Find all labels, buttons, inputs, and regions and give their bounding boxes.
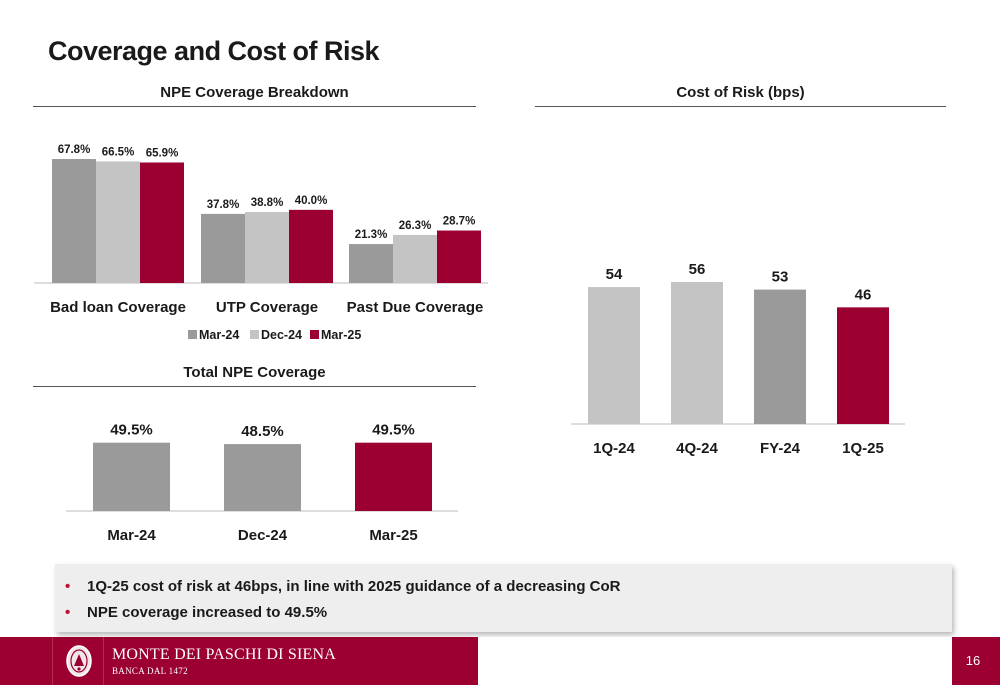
data-label: 66.5% (102, 146, 135, 158)
total-npe-title: Total NPE Coverage (33, 364, 476, 387)
bar-mar-24 (52, 159, 96, 283)
bar-mar-25 (437, 230, 481, 283)
legend-label: Mar-25 (321, 328, 361, 342)
bar (588, 287, 640, 424)
bar-dec-24 (393, 234, 437, 283)
bar (93, 442, 170, 511)
x-tick-label: 1Q-25 (842, 440, 884, 457)
data-label: 28.7% (443, 216, 476, 228)
data-label: 65.9% (146, 147, 179, 159)
legend-label: Dec-24 (261, 328, 302, 342)
data-label: 38.8% (251, 197, 284, 209)
key-point-text: NPE coverage increased to 49.5% (87, 603, 328, 621)
bar (837, 307, 889, 424)
data-label: 49.5% (372, 422, 415, 439)
bar-mar-25 (140, 162, 184, 283)
brand-subtitle: BANCA DAL 1472 (112, 666, 188, 676)
key-points-box: • 1Q-25 cost of risk at 46bps, in line w… (55, 564, 952, 632)
cost-of-risk-title: Cost of Risk (bps) (535, 84, 946, 107)
page-title: Coverage and Cost of Risk (48, 36, 380, 66)
bullet-dot-icon: • (65, 603, 71, 621)
legend-label: Mar-24 (199, 328, 239, 342)
x-tick-label: FY-24 (760, 440, 801, 457)
bar (671, 282, 723, 424)
data-label: 54 (606, 266, 623, 283)
npe-breakdown-title: NPE Coverage Breakdown (33, 84, 476, 107)
data-label: 67.8% (58, 144, 91, 156)
data-label: 49.5% (110, 422, 153, 439)
data-label: 46 (855, 286, 872, 303)
logo-box (52, 637, 104, 685)
data-label: 40.0% (295, 195, 328, 207)
bar-mar-24 (201, 213, 245, 283)
data-label: 21.3% (355, 229, 388, 241)
key-point: • 1Q-25 cost of risk at 46bps, in line w… (65, 573, 952, 599)
x-tick-label: Mar-25 (369, 527, 417, 544)
x-tick-label: 1Q-24 (593, 440, 635, 457)
x-tick-label: Dec-24 (238, 527, 288, 544)
bar (754, 289, 806, 424)
x-tick-label: Past Due Coverage (347, 299, 484, 316)
x-tick-label: 4Q-24 (676, 440, 718, 457)
x-tick-label: UTP Coverage (216, 299, 318, 316)
footer: MONTE DEI PASCHI DI SIENA BANCA DAL 1472… (0, 637, 1000, 685)
legend-swatch (250, 330, 259, 339)
key-point-text: 1Q-25 cost of risk at 46bps, in line wit… (87, 577, 621, 595)
key-point: • NPE coverage increased to 49.5% (65, 599, 952, 625)
bullet-dot-icon: • (65, 577, 71, 595)
x-tick-label: Mar-24 (107, 527, 156, 544)
bar-mar-25 (289, 209, 333, 283)
data-label: 56 (689, 261, 706, 278)
footer-page-band (952, 637, 1000, 685)
data-label: 26.3% (399, 220, 432, 232)
data-label: 48.5% (241, 423, 284, 440)
bar (355, 442, 432, 511)
footer-stripe (478, 637, 952, 685)
bar (224, 444, 301, 511)
page-number: 16 (965, 653, 981, 668)
legend-swatch (188, 330, 197, 339)
bank-seal-icon (66, 645, 92, 677)
brand-name: MONTE DEI PASCHI DI SIENA (112, 646, 336, 663)
legend-swatch (310, 330, 319, 339)
bar-mar-24 (349, 244, 393, 283)
data-label: 53 (772, 269, 789, 286)
data-label: 37.8% (207, 199, 240, 211)
x-tick-label: Bad loan Coverage (50, 299, 186, 316)
bar-dec-24 (96, 161, 140, 283)
bar-dec-24 (245, 212, 289, 283)
